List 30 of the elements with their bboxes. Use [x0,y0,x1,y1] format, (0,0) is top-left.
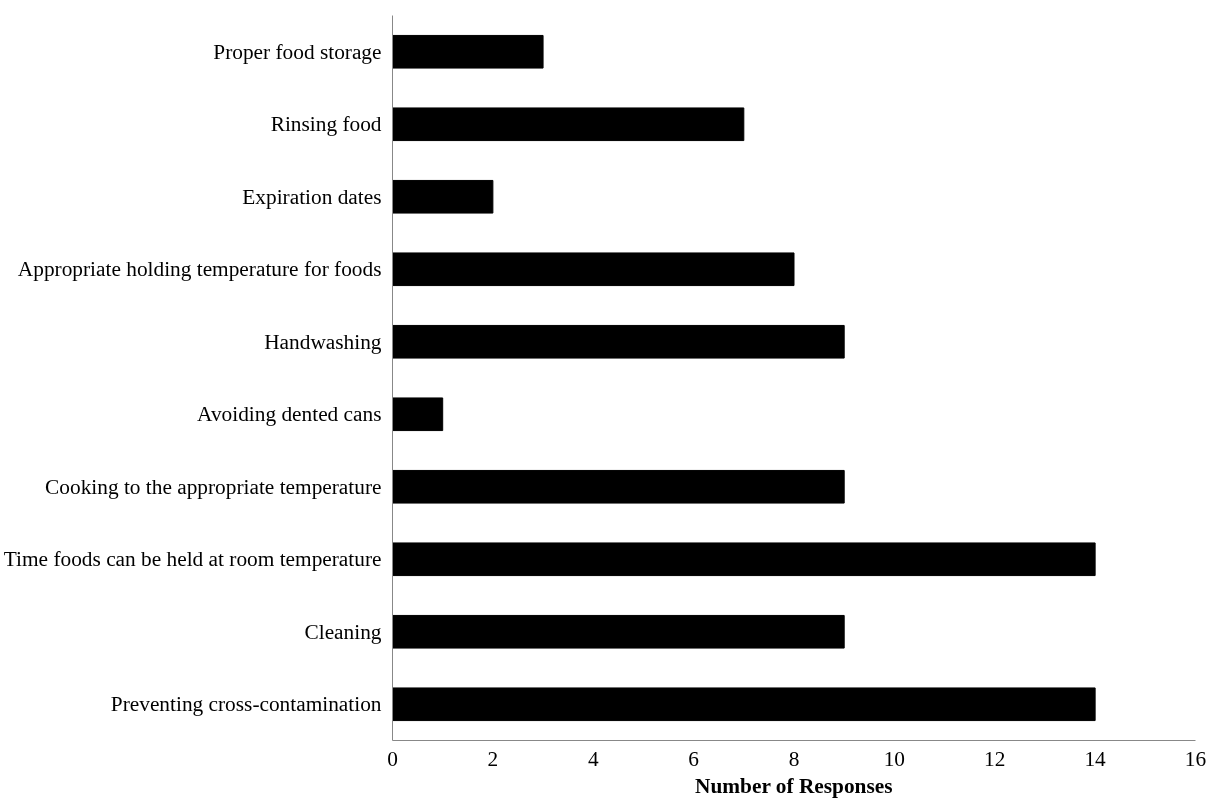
x-tick-label: 14 [1084,746,1107,771]
bar [392,687,1096,722]
y-tick-label: Handwashing [264,329,382,354]
x-axis-title: Number of Responses [695,773,893,798]
bar [392,614,845,649]
y-tick-label: Cleaning [304,619,382,644]
y-tick-label: Appropriate holding temperature for foods [17,257,382,282]
x-tick-label: 0 [387,746,398,771]
bar [392,107,745,142]
y-tick-label: Preventing cross-contamination [110,692,382,717]
x-tick-label: 6 [688,746,700,771]
y-tick-label: Expiration dates [242,184,382,209]
y-tick-label: Time foods can be held at room temperature [3,547,382,572]
x-tick-label: 10 [883,746,906,771]
x-tick-label: 12 [984,746,1006,771]
x-tick-label: 4 [587,746,599,771]
x-tick-label: 8 [788,746,800,771]
x-tick-label: 16 [1184,746,1207,771]
y-tick-label: Rinsing food [270,112,382,137]
bar [392,252,795,287]
bar [392,179,494,214]
x-tick-label: 2 [487,746,499,771]
bar [392,34,544,69]
bar [392,542,1096,577]
bar [392,469,845,504]
y-tick-label: Cooking to the appropriate temperature [45,474,382,499]
y-tick-label: Avoiding dented cans [197,402,382,427]
bar [392,397,444,432]
bar [392,324,845,359]
y-tick-label: Proper food storage [213,39,382,64]
